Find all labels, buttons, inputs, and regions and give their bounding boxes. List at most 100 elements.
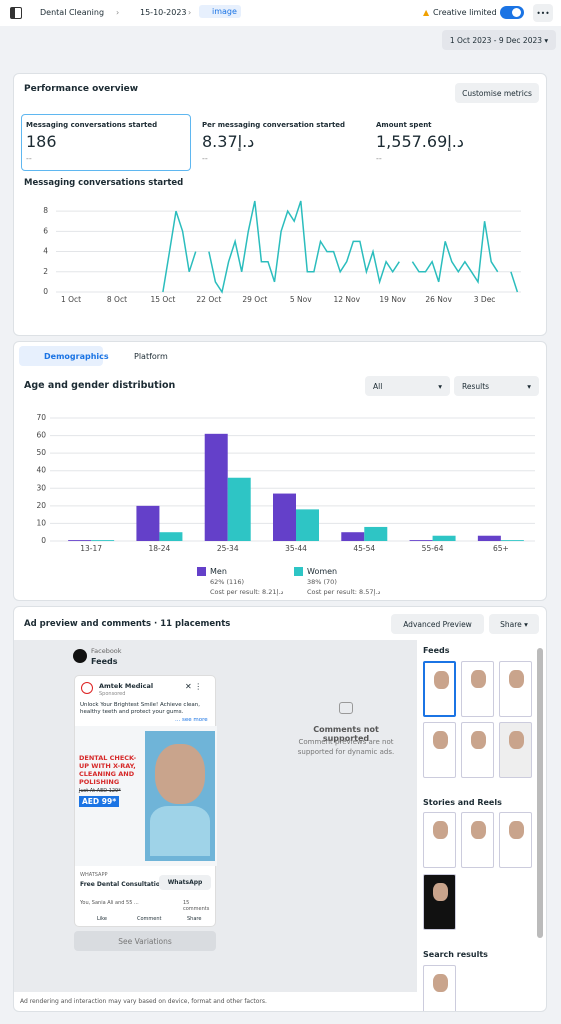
date-picker[interactable]: 1 Oct 2023 - 9 Dec 2023 ▾ xyxy=(442,30,556,50)
chart-title: Messaging conversations started xyxy=(24,178,184,188)
metric-value: 8.37د.إ xyxy=(202,132,255,151)
legend-cost: Cost per result: 8.21د.إ xyxy=(210,588,284,596)
see-more[interactable]: ... see more xyxy=(175,717,208,723)
x-tick-label: 45-54 xyxy=(353,544,375,553)
x-tick-label: 18-24 xyxy=(149,544,171,553)
bar xyxy=(227,477,251,541)
face xyxy=(155,744,205,804)
tab[interactable]: Demographics xyxy=(44,352,109,361)
comment-icon xyxy=(339,702,353,714)
cta-title: Free Dental Consultation xyxy=(80,881,165,888)
reactions: You, Sania Ali and 55 ... xyxy=(80,900,139,906)
x-tick-label: 5 Nov xyxy=(290,295,312,304)
whatsapp-button[interactable]: WhatsApp xyxy=(159,875,211,890)
y-tick-label: 8 xyxy=(43,206,48,215)
legend-cost: Cost per result: 8.57د.إ xyxy=(307,588,381,596)
x-tick-label: 12 Nov xyxy=(333,295,360,304)
breadcrumb[interactable]: 15-10-2023 xyxy=(140,8,187,17)
see-variations[interactable]: See Variations xyxy=(74,931,216,951)
footer-note: Ad rendering and interaction may vary ba… xyxy=(20,998,267,1005)
platform: Facebook xyxy=(91,647,122,655)
y-tick-label: 4 xyxy=(43,247,48,256)
metric-value: 1,557.69د.إ xyxy=(376,132,464,151)
x-tick-label: 1 Oct xyxy=(61,295,81,304)
legend-label: Women xyxy=(307,567,338,576)
sponsored: Sponsored xyxy=(99,691,126,697)
metric-value: 186 xyxy=(26,132,57,151)
y-tick-label: 60 xyxy=(36,431,46,440)
headline: DENTAL CHECK-UP WITH X-RAY, CLEANING AND… xyxy=(79,754,137,786)
comments-count: 15 comments xyxy=(183,900,210,912)
date-range: 1 Oct 2023 - 9 Dec 2023 xyxy=(449,35,543,45)
y-tick-label: 40 xyxy=(36,466,46,475)
warning-icon: ▲ xyxy=(423,8,430,17)
x-tick-label: 13-17 xyxy=(80,544,102,553)
bar xyxy=(409,540,433,541)
metric-sub: -- xyxy=(376,154,382,163)
metric-sub: -- xyxy=(26,154,32,163)
legend-share: 38% (70) xyxy=(307,578,337,586)
page-name: Amtek Medical xyxy=(99,682,154,690)
advanced-preview-button[interactable]: Advanced Preview xyxy=(391,614,484,634)
line-series xyxy=(162,200,519,294)
close[interactable]: ✕ ⋮ xyxy=(185,682,203,691)
y-tick-label: 2 xyxy=(43,267,48,276)
customise-button[interactable]: Customise metrics xyxy=(455,83,539,103)
y-tick-label: 50 xyxy=(36,448,46,457)
action[interactable]: Share xyxy=(187,916,202,922)
x-tick-label: 22 Oct xyxy=(196,295,221,304)
y-tick-label: 0 xyxy=(41,536,46,545)
shirt xyxy=(150,806,210,856)
bar xyxy=(136,505,160,541)
x-tick-label: 29 Oct xyxy=(242,295,267,304)
x-tick-label: 35-44 xyxy=(285,544,307,553)
toggle[interactable] xyxy=(500,6,524,19)
bar xyxy=(68,540,92,541)
page-logo xyxy=(81,682,93,694)
breadcrumb[interactable]: Dental Cleaning xyxy=(40,8,105,17)
placements-list: Feeds Stories and Reels Search results xyxy=(417,640,546,1011)
action[interactable]: Like xyxy=(97,916,107,922)
separator: › xyxy=(116,8,120,17)
button-label: WhatsApp xyxy=(167,879,203,886)
breadcrumb-current[interactable]: image xyxy=(199,5,241,18)
tab[interactable]: Platform xyxy=(134,352,168,361)
filter-label: All xyxy=(373,381,383,391)
y-tick-label: 6 xyxy=(43,226,48,235)
x-tick-label: 65+ xyxy=(493,544,509,553)
filter-label: Results xyxy=(462,381,490,391)
y-tick-label: 20 xyxy=(36,501,46,510)
metric-label: Per messaging conversation started xyxy=(202,121,346,129)
bar xyxy=(204,433,228,541)
filter[interactable]: All ▾ xyxy=(365,376,450,396)
price: AED 99* xyxy=(79,796,120,807)
scrollbar[interactable] xyxy=(537,648,543,938)
bar xyxy=(341,532,365,541)
filter[interactable]: Results ▾ xyxy=(454,376,539,396)
button-label: See Variations xyxy=(118,936,172,946)
x-tick-label: 19 Nov xyxy=(379,295,406,304)
line-chart: 0 2 4 6 8 1 Oct 8 Oct 15 Oct 22 Oct 29 Oct 5 Nov 12… xyxy=(43,200,521,304)
sidebar-toggle[interactable] xyxy=(10,7,22,19)
separator: › xyxy=(188,8,192,17)
no-comments-text: Comment previews are not supported for d… xyxy=(297,738,395,756)
placement-section: Stories and Reels xyxy=(423,798,502,807)
cta-type: WHATSAPP xyxy=(80,872,108,878)
metric-selected[interactable] xyxy=(21,114,191,171)
ad-card: Amtek Medical Sponsored ✕ ⋮ Unlock Your … xyxy=(74,675,217,927)
section-title: Ad preview and comments · 11 placements xyxy=(24,619,231,629)
bar xyxy=(273,493,296,541)
tab-active[interactable] xyxy=(19,346,103,366)
metric-label: Messaging conversations started xyxy=(26,121,158,129)
share-button[interactable]: Share ▾ xyxy=(489,614,539,634)
bar xyxy=(477,535,501,541)
panel-title: Performance overview xyxy=(24,84,139,94)
y-tick-label: 30 xyxy=(36,483,46,492)
more-button[interactable]: ••• xyxy=(533,4,553,22)
y-tick-label: 0 xyxy=(43,287,48,296)
action[interactable]: Comment xyxy=(137,916,162,922)
top-bar: Dental Cleaning › 15-10-2023 › image ▲ C… xyxy=(0,0,561,26)
no-comments-title: Comments not supported xyxy=(313,725,379,743)
x-tick-label: 15 Oct xyxy=(150,295,175,304)
